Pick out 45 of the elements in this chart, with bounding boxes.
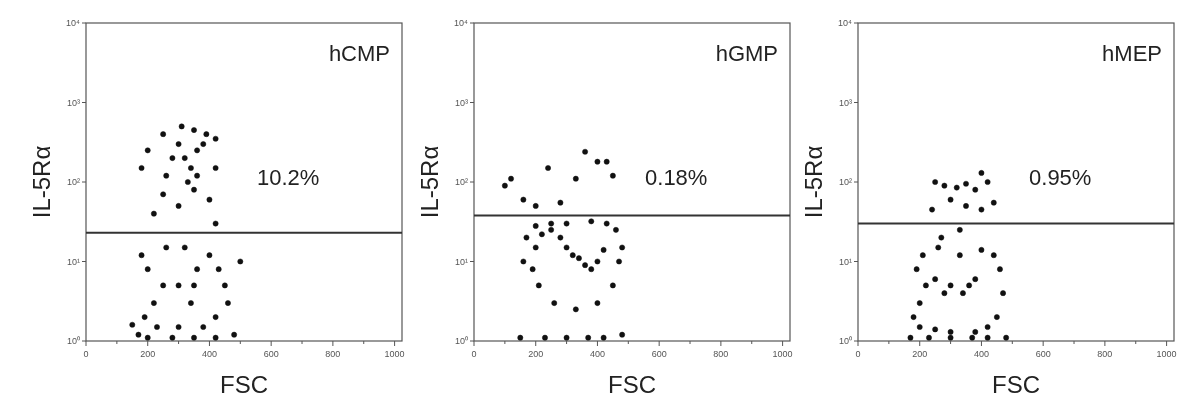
x-tick-label: 200 bbox=[912, 349, 928, 359]
x-tick-label: 600 bbox=[1035, 349, 1051, 359]
x-tick-label: 800 bbox=[325, 349, 341, 359]
x-tick-label: 400 bbox=[201, 349, 217, 359]
x-tick-label: 1000 bbox=[384, 349, 405, 359]
x-tick-label: 800 bbox=[713, 349, 729, 359]
text: hMEP bbox=[1102, 41, 1162, 66]
annotation: 0.95% bbox=[1029, 165, 1092, 191]
x-tick-label: 1000 bbox=[772, 349, 793, 359]
y-tick-label: 10⁴ bbox=[66, 18, 81, 28]
x-tick-label: 1000 bbox=[1156, 349, 1177, 359]
y-axis-title: IL-5Rα bbox=[416, 145, 443, 219]
x-tick-label: 400 bbox=[589, 349, 605, 359]
y-tick-label: 10⁰ bbox=[454, 336, 468, 346]
x-axis-title: FSC bbox=[220, 371, 268, 398]
x-tick-label: 200 bbox=[140, 349, 156, 359]
annotation: 10.2% bbox=[257, 165, 320, 191]
y-axis-title: IL-5Rα bbox=[800, 145, 827, 219]
y-tick-label: 10¹ bbox=[66, 256, 80, 267]
y-tick-label: 10¹ bbox=[454, 256, 468, 267]
x-tick-label: 600 bbox=[651, 349, 667, 359]
x-tick-label: 0 bbox=[855, 349, 861, 359]
x-tick-label: 200 bbox=[528, 349, 544, 359]
y-tick-label: 10² bbox=[454, 177, 468, 187]
y-axis-title: IL-5Rα bbox=[28, 145, 55, 219]
y-tick-label: 10⁰ bbox=[838, 336, 852, 346]
x-tick-label: 800 bbox=[1097, 349, 1113, 359]
x-tick-label: 600 bbox=[263, 349, 279, 359]
y-tick-label: 10⁴ bbox=[838, 18, 853, 28]
x-tick-label: 400 bbox=[973, 349, 989, 359]
y-tick-label: 10¹ bbox=[838, 256, 852, 267]
annotation: 0.18% bbox=[645, 165, 708, 191]
x-tick-label: 0 bbox=[83, 349, 89, 359]
y-tick-label: 10³ bbox=[66, 97, 80, 108]
y-tick-label: 10² bbox=[66, 177, 80, 187]
y-tick-label: 10² bbox=[838, 177, 852, 187]
x-tick-label: 0 bbox=[471, 349, 477, 359]
y-tick-label: 10⁴ bbox=[454, 18, 469, 28]
x-axis-title: FSC bbox=[992, 371, 1040, 398]
x-axis-title: FSC bbox=[608, 371, 656, 398]
text: hGMP bbox=[715, 41, 778, 66]
y-tick-label: 10³ bbox=[454, 97, 468, 108]
y-tick-label: 10³ bbox=[838, 97, 852, 108]
y-tick-label: 10⁰ bbox=[66, 336, 80, 346]
text: hCMP bbox=[328, 41, 390, 66]
